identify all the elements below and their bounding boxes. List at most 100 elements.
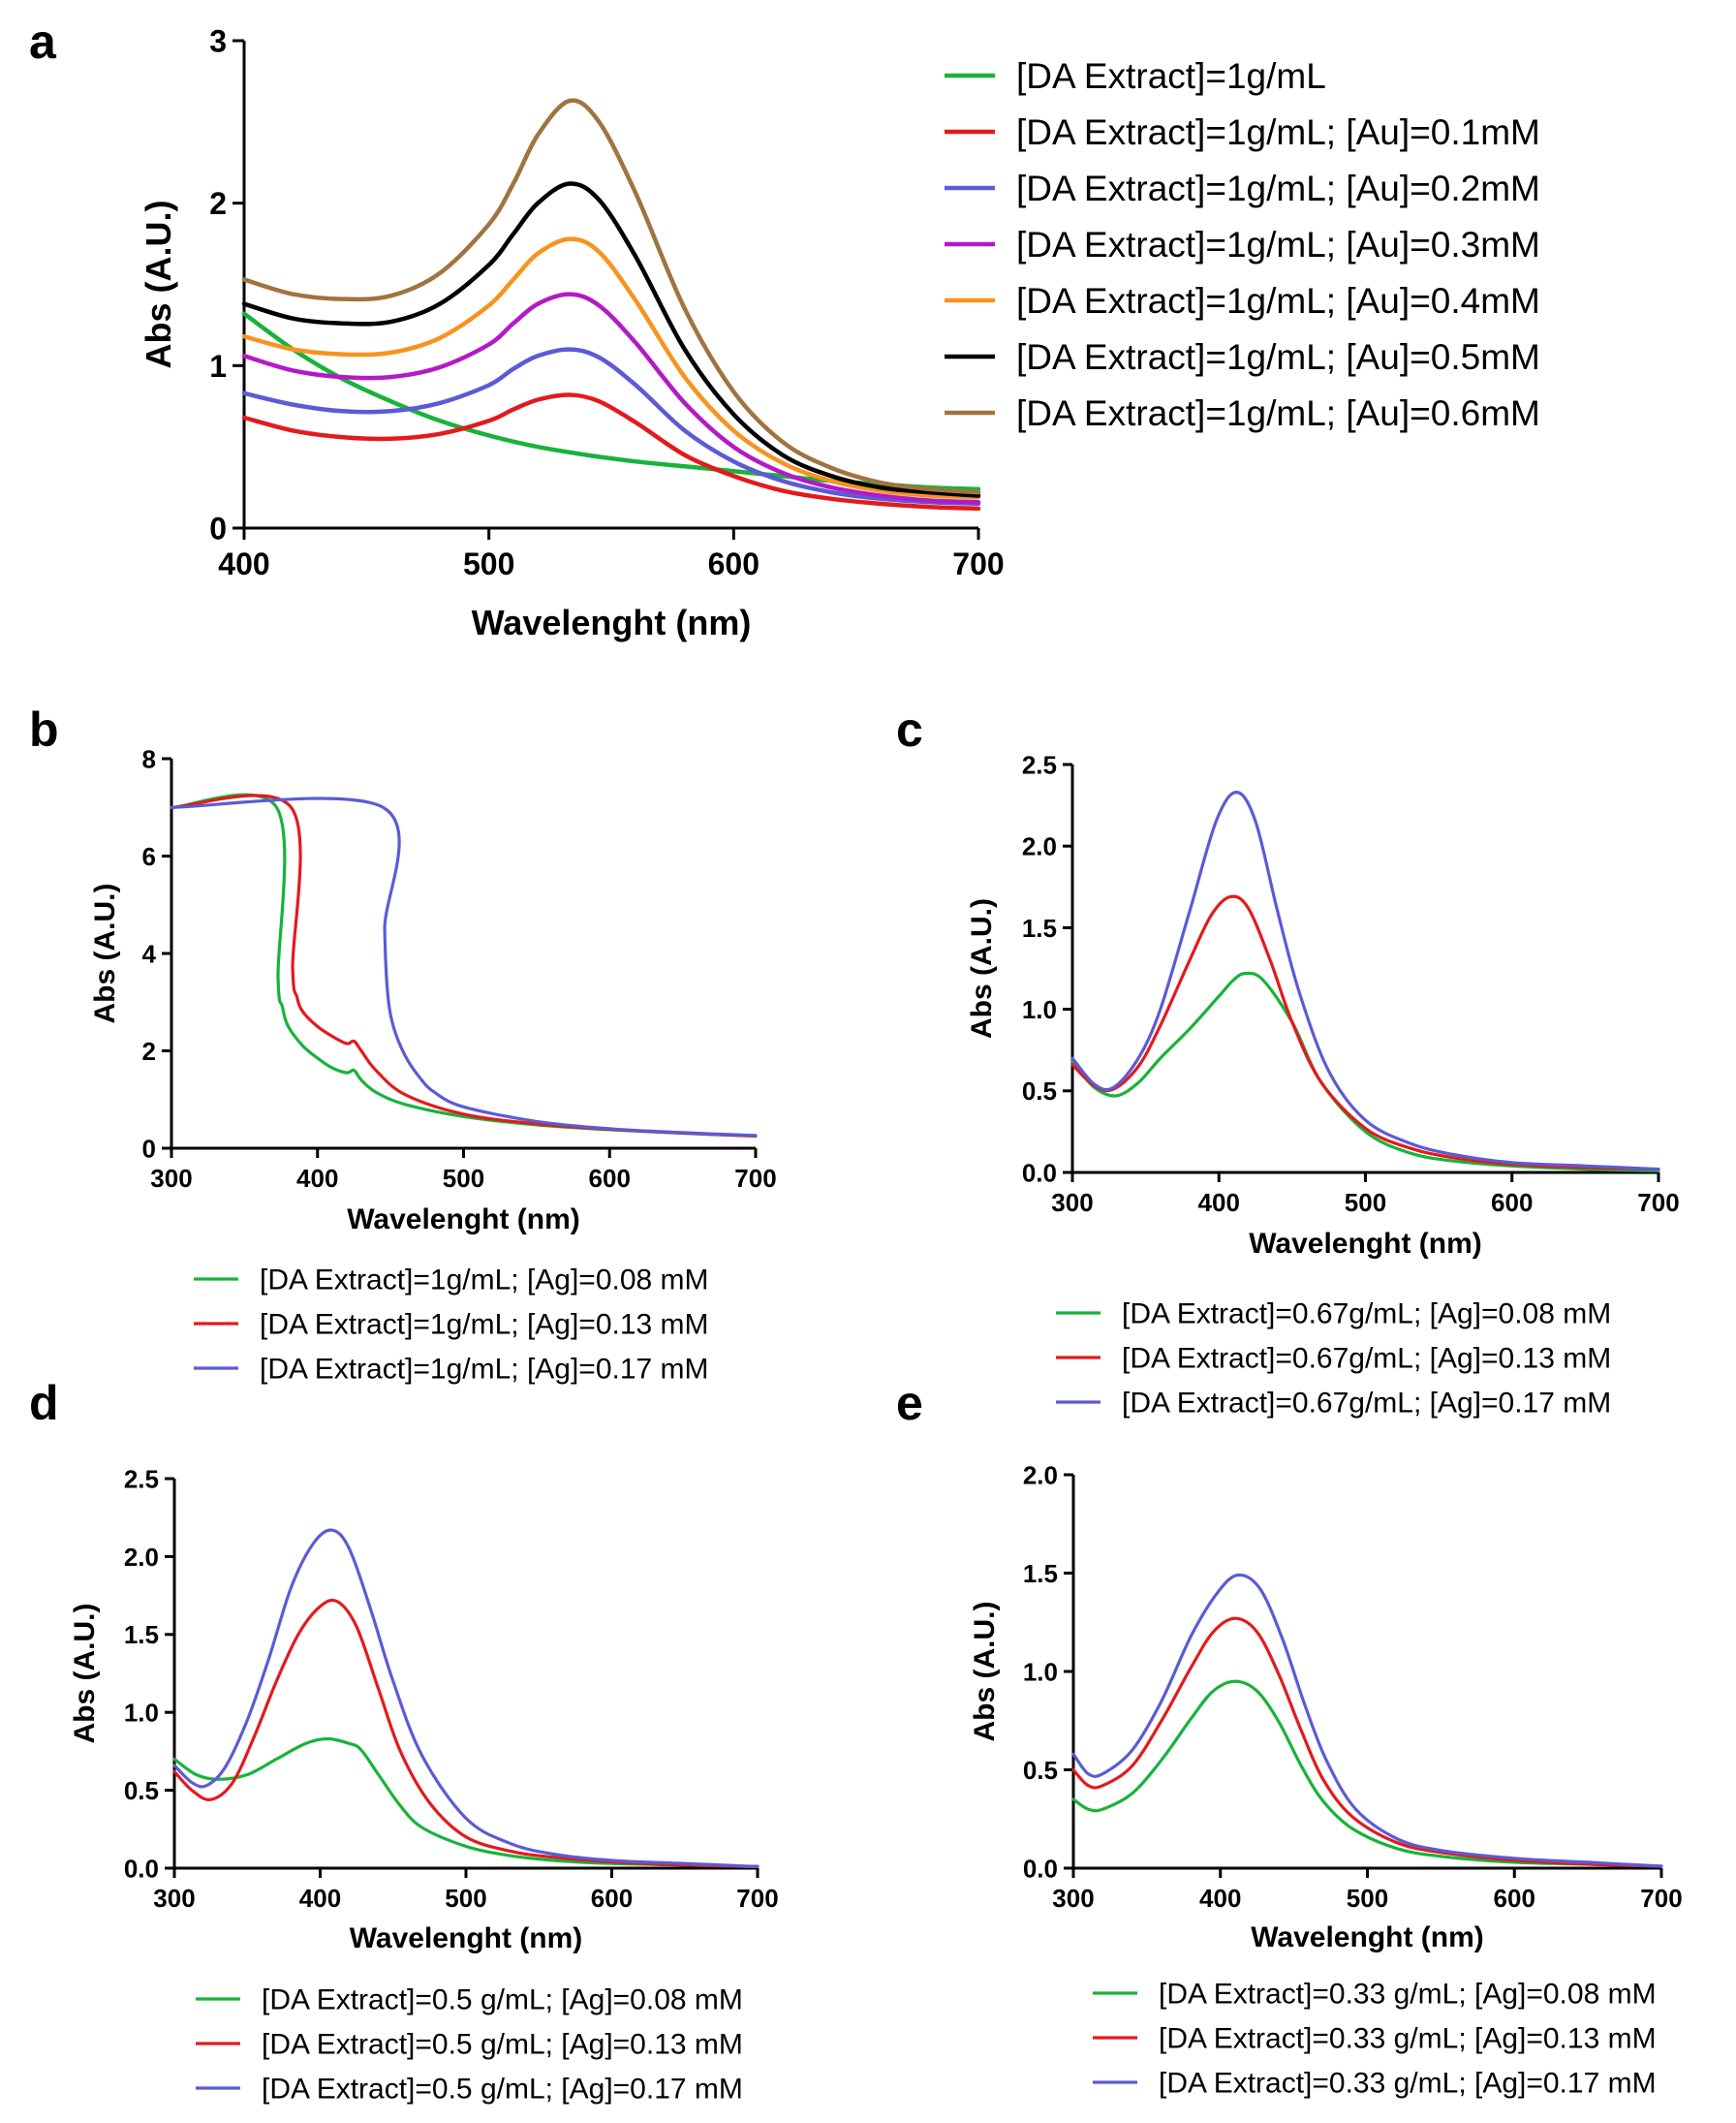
- legend-label: [DA Extract]=1g/mL; [Au]=0.4mM: [1016, 281, 1540, 321]
- series-line-1: [170, 793, 758, 1138]
- legend-label: [DA Extract]=0.33 g/mL; [Ag]=0.17 mM: [1159, 2068, 1657, 2100]
- series-line-7: [241, 98, 981, 495]
- x-tick-label: 300: [150, 1164, 192, 1193]
- legend-label: [DA Extract]=1g/mL; [Au]=0.2mM: [1016, 169, 1540, 208]
- series-line-6: [241, 181, 981, 498]
- series-line-3: [170, 796, 758, 1138]
- y-tick-label: 2.0: [1023, 1460, 1058, 1489]
- x-tick-label: 500: [1345, 1188, 1386, 1217]
- y-axis-title: Abs (A.U.): [89, 884, 121, 1024]
- legend: [DA Extract]=1g/mL [DA Extract]=1g/mL; [A…: [945, 56, 1540, 433]
- legend: [DA Extract]=0.67g/mL; [Ag]=0.08 mM [DA E…: [1056, 1298, 1611, 1420]
- x-tick-label: 500: [1347, 1884, 1388, 1913]
- x-tick-label: 400: [1198, 1188, 1240, 1217]
- series-line-1: [1071, 1679, 1663, 1868]
- series-line-2: [172, 1598, 760, 1868]
- x-axis-title: Wavelenght (nm): [1249, 1228, 1482, 1260]
- panel-letter: d: [29, 1376, 59, 1430]
- x-axis-title: Wavelenght (nm): [472, 603, 752, 642]
- x-tick-label: 300: [153, 1884, 195, 1913]
- y-tick-label: 0.5: [124, 1776, 159, 1805]
- y-tick-label: 1.5: [124, 1620, 159, 1649]
- legend-label: [DA Extract]=1g/mL; [Au]=0.3mM: [1016, 225, 1540, 265]
- y-axis-title: Abs (A.U.): [139, 201, 178, 369]
- panel-d: d 0.0 0.5 1.0 1.5 2.0 2.5 300 400 500 600 700 Wavele…: [29, 1376, 779, 2106]
- legend-label: [DA Extract]=0.33 g/mL; [Ag]=0.13 mM: [1159, 2023, 1657, 2055]
- x-tick-label: 400: [299, 1884, 341, 1913]
- y-tick-label: 2.5: [124, 1464, 159, 1493]
- y-tick-label: 2: [209, 186, 227, 221]
- legend-label: [DA Extract]=0.5 g/mL; [Ag]=0.08 mM: [262, 1984, 743, 2016]
- x-tick-label: 600: [708, 546, 760, 581]
- panel-e: e 0.0 0.5 1.0 1.5 2.0 300 400 500 600 700 Wavelengh…: [896, 1376, 1683, 2100]
- legend-label: [DA Extract]=0.67g/mL; [Ag]=0.17 mM: [1122, 1388, 1611, 1420]
- legend-label: [DA Extract]=0.67g/mL; [Ag]=0.08 mM: [1122, 1298, 1611, 1330]
- x-tick-label: 600: [589, 1164, 631, 1193]
- y-axis-title: Abs (A.U.): [69, 1604, 101, 1744]
- series-line-3: [1070, 791, 1660, 1171]
- panel-a: a 0 1 2 3 400 500 600 700 Wavelenght (nm) Abs (A.U…: [29, 15, 1540, 642]
- y-tick-label: 1.5: [1022, 914, 1057, 943]
- y-tick-label: 0.5: [1022, 1077, 1057, 1106]
- y-tick-label: 3: [209, 24, 227, 59]
- panel-letter: b: [29, 702, 59, 757]
- x-tick-label: 500: [443, 1164, 484, 1193]
- legend: [DA Extract]=1g/mL; [Ag]=0.08 mM [DA Extr…: [194, 1264, 709, 1386]
- y-tick-label: 4: [142, 939, 157, 968]
- x-tick-label: 700: [1637, 1188, 1679, 1217]
- x-tick-label: 400: [218, 546, 269, 581]
- x-tick-label: 700: [1640, 1884, 1682, 1913]
- x-tick-label: 700: [952, 546, 1004, 581]
- legend-label: [DA Extract]=1g/mL; [Au]=0.6mM: [1016, 393, 1540, 433]
- legend-label: [DA Extract]=0.67g/mL; [Ag]=0.13 mM: [1122, 1343, 1611, 1375]
- y-tick-label: 2: [142, 1037, 156, 1066]
- x-axis-title: Wavelenght (nm): [1251, 1921, 1484, 1953]
- series-line-1: [172, 1736, 760, 1868]
- series-line-2: [1070, 894, 1660, 1171]
- series-line-3: [1071, 1573, 1663, 1868]
- legend-label: [DA Extract]=0.5 g/mL; [Ag]=0.17 mM: [262, 2074, 743, 2106]
- series-line-5: [241, 236, 981, 500]
- panel-b: b 0 2 4 6 8 300 400 500 600 700 Wavelenght (nm) Abs …: [29, 702, 777, 1386]
- x-tick-label: 500: [445, 1884, 486, 1913]
- series-line-2: [1071, 1616, 1663, 1868]
- panel-letter: c: [896, 702, 923, 757]
- y-tick-label: 6: [142, 842, 156, 871]
- x-axis-title: Wavelenght (nm): [347, 1203, 580, 1235]
- y-tick-label: 0.0: [1022, 1158, 1057, 1187]
- y-tick-label: 0: [209, 512, 227, 546]
- y-tick-label: 2.0: [124, 1543, 159, 1572]
- legend-label: [DA Extract]=0.5 g/mL; [Ag]=0.13 mM: [262, 2029, 743, 2061]
- y-tick-label: 0.0: [124, 1854, 159, 1883]
- series-line-4: [241, 292, 981, 505]
- y-tick-label: 0.5: [1023, 1756, 1058, 1785]
- series-line-1: [241, 311, 981, 492]
- legend-label: [DA Extract]=1g/mL; [Au]=0.1mM: [1016, 112, 1540, 152]
- panel-letter: a: [29, 15, 57, 69]
- legend-label: [DA Extract]=1g/mL; [Ag]=0.08 mM: [260, 1264, 709, 1296]
- x-tick-label: 700: [734, 1164, 776, 1193]
- panel-letter: e: [896, 1376, 923, 1430]
- x-tick-label: 600: [591, 1884, 633, 1913]
- x-tick-label: 300: [1052, 1884, 1094, 1913]
- panel-c: c 0.0 0.5 1.0 1.5 2.0 2.5 300 400 500 600 700 Wavele…: [896, 702, 1680, 1420]
- y-tick-label: 0: [142, 1134, 156, 1163]
- legend-label: [DA Extract]=0.33 g/mL; [Ag]=0.08 mM: [1159, 1979, 1657, 2011]
- legend-label: [DA Extract]=1g/mL: [1016, 56, 1326, 96]
- y-tick-label: 8: [142, 744, 156, 773]
- y-tick-label: 2.0: [1022, 832, 1057, 861]
- series-line-3: [172, 1528, 760, 1868]
- y-tick-label: 0.0: [1023, 1854, 1058, 1883]
- series-line-3: [241, 347, 981, 507]
- y-axis-title: Abs (A.U.): [966, 898, 998, 1039]
- series-line-2: [241, 392, 981, 512]
- x-tick-label: 400: [1199, 1884, 1241, 1913]
- legend: [DA Extract]=0.5 g/mL; [Ag]=0.08 mM [DA E…: [196, 1984, 743, 2106]
- legend-label: [DA Extract]=1g/mL; [Au]=0.5mM: [1016, 337, 1540, 377]
- x-tick-label: 400: [296, 1164, 338, 1193]
- series-line-1: [1070, 971, 1660, 1172]
- y-axis-title: Abs (A.U.): [969, 1602, 1001, 1742]
- legend-label: [DA Extract]=1g/mL; [Ag]=0.13 mM: [260, 1309, 709, 1341]
- legend: [DA Extract]=0.33 g/mL; [Ag]=0.08 mM [DA …: [1093, 1979, 1657, 2100]
